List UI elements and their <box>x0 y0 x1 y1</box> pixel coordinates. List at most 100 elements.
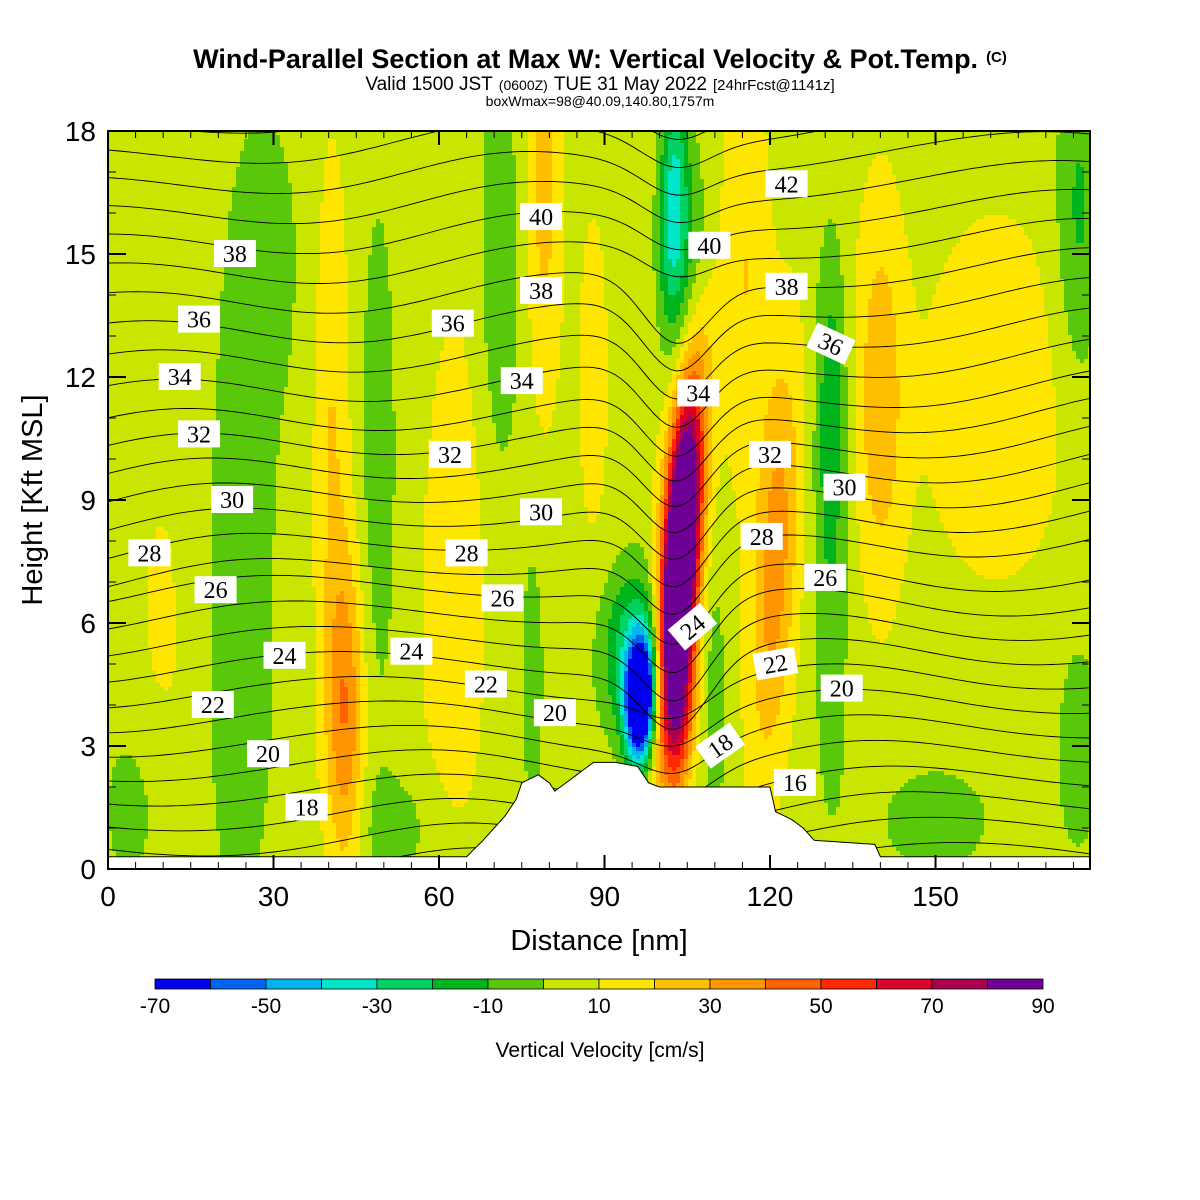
velocity-cell <box>1024 275 1028 279</box>
velocity-cell <box>252 199 256 203</box>
velocity-cell <box>1060 211 1064 215</box>
velocity-cell <box>904 295 908 299</box>
velocity-cell <box>768 227 772 231</box>
velocity-cell <box>484 135 488 139</box>
velocity-cell <box>384 255 388 259</box>
velocity-cell <box>676 299 680 303</box>
velocity-cell <box>288 187 292 191</box>
velocity-cell <box>1000 275 1004 279</box>
velocity-cell <box>1068 271 1072 275</box>
velocity-cell <box>668 299 672 303</box>
velocity-cell <box>660 303 664 307</box>
velocity-cell <box>892 191 896 195</box>
velocity-cell <box>772 259 776 263</box>
velocity-cell <box>1076 263 1080 267</box>
velocity-cell <box>248 319 252 323</box>
velocity-cell <box>1080 191 1084 195</box>
velocity-cell <box>580 299 584 303</box>
velocity-cell <box>492 259 496 263</box>
velocity-cell <box>880 271 884 275</box>
velocity-cell <box>1076 195 1080 199</box>
velocity-cell <box>696 303 700 307</box>
velocity-cell <box>496 267 500 271</box>
velocity-cell <box>268 263 272 267</box>
velocity-cell <box>320 247 324 251</box>
velocity-cell <box>996 239 1000 243</box>
velocity-cell <box>236 167 240 171</box>
velocity-cell <box>756 279 760 283</box>
velocity-cell <box>736 255 740 259</box>
velocity-cell <box>836 267 840 271</box>
velocity-cell <box>600 295 604 299</box>
velocity-cell <box>540 135 544 139</box>
velocity-cell <box>268 315 272 319</box>
velocity-cell <box>724 307 728 311</box>
velocity-cell <box>740 139 744 143</box>
velocity-cell <box>732 183 736 187</box>
velocity-cell <box>756 239 760 243</box>
velocity-cell <box>876 179 880 183</box>
velocity-cell <box>676 267 680 271</box>
velocity-cell <box>280 219 284 223</box>
velocity-cell <box>1008 279 1012 283</box>
velocity-cell <box>1076 151 1080 155</box>
velocity-cell <box>232 231 236 235</box>
velocity-cell <box>756 283 760 287</box>
velocity-cell <box>860 223 864 227</box>
velocity-cell <box>880 223 884 227</box>
velocity-cell <box>760 303 764 307</box>
velocity-cell <box>596 315 600 319</box>
velocity-cell <box>560 263 564 267</box>
velocity-cell <box>820 247 824 251</box>
velocity-cell <box>680 291 684 295</box>
velocity-cell <box>744 163 748 167</box>
velocity-cell <box>888 243 892 247</box>
velocity-cell <box>492 175 496 179</box>
velocity-cell <box>860 311 864 315</box>
velocity-cell <box>280 183 284 187</box>
velocity-cell <box>288 287 292 291</box>
velocity-cell <box>872 271 876 275</box>
velocity-cell <box>964 295 968 299</box>
velocity-cell <box>240 295 244 299</box>
velocity-cell <box>376 267 380 271</box>
velocity-cell <box>380 271 384 275</box>
velocity-cell <box>872 239 876 243</box>
velocity-cell <box>536 319 540 323</box>
velocity-cell <box>832 319 836 323</box>
velocity-cell <box>508 263 512 267</box>
velocity-cell <box>756 267 760 271</box>
velocity-cell <box>756 167 760 171</box>
velocity-cell <box>256 267 260 271</box>
velocity-cell <box>288 259 292 263</box>
velocity-cell <box>688 295 692 299</box>
velocity-cell <box>884 175 888 179</box>
velocity-cell <box>284 243 288 247</box>
velocity-cell <box>232 227 236 231</box>
velocity-cell <box>752 279 756 283</box>
velocity-cell <box>376 227 380 231</box>
velocity-cell <box>320 207 324 211</box>
velocity-cell <box>332 255 336 259</box>
velocity-cell <box>276 219 280 223</box>
velocity-cell <box>872 159 876 163</box>
velocity-cell <box>964 291 968 295</box>
velocity-cell <box>284 211 288 215</box>
velocity-cell <box>1072 235 1076 239</box>
velocity-cell <box>512 159 516 163</box>
velocity-cell <box>492 319 496 323</box>
velocity-cell <box>1080 299 1084 303</box>
velocity-cell <box>752 159 756 163</box>
velocity-cell <box>292 227 296 231</box>
velocity-cell <box>1000 231 1004 235</box>
velocity-cell <box>384 263 388 267</box>
velocity-cell <box>740 155 744 159</box>
velocity-cell <box>712 307 716 311</box>
velocity-cell <box>676 315 680 319</box>
velocity-cell <box>832 311 836 315</box>
velocity-cell <box>332 259 336 263</box>
velocity-cell <box>728 151 732 155</box>
velocity-cell <box>1064 163 1068 167</box>
velocity-cell <box>1012 247 1016 251</box>
velocity-cell <box>752 283 756 287</box>
